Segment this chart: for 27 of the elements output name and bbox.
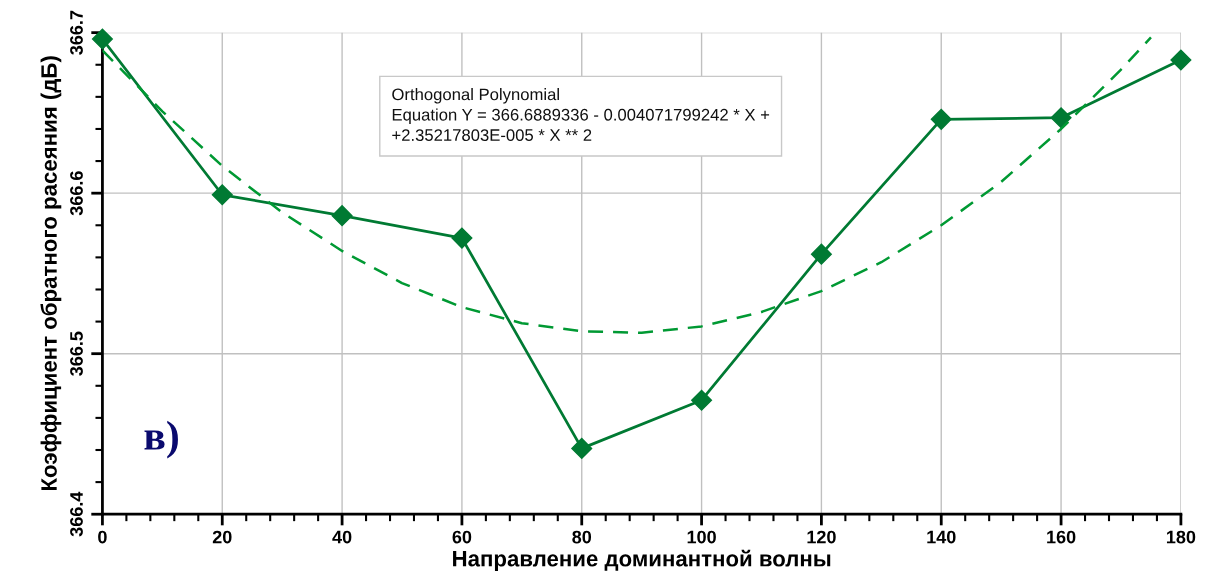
point [571, 437, 593, 459]
point [331, 205, 353, 227]
y-tick-label: 366.7 [70, 10, 83, 55]
x-tick-label: 80 [572, 530, 592, 544]
x-tick-label: 100 [687, 530, 716, 544]
x-tick-label: 60 [452, 530, 472, 544]
x-tick-label: 180 [1166, 530, 1196, 544]
x-tick-label: 120 [807, 530, 836, 544]
point [211, 184, 233, 206]
x-tick-label: 140 [927, 530, 956, 544]
point [810, 243, 832, 265]
point [930, 108, 952, 130]
point [691, 389, 713, 411]
annotation: Orthogonal Polynomial Equation Y = 366.6889336 - 0.004071799242 * X + +2.35217803E-005 * X ** 2 [392, 88, 770, 141]
y-tick-label: 366.5 [70, 331, 83, 376]
point [1170, 49, 1192, 71]
annotation: в) [144, 420, 178, 459]
x-tick-label: 0 [98, 530, 107, 544]
y-axis-title: Коэффициент обратного расеяния (дБ) [40, 56, 62, 491]
y-tick-label: 366.6 [70, 171, 83, 216]
x-tick-label: 160 [1047, 530, 1076, 544]
y-tick-label: 366.4 [70, 491, 83, 537]
x-axis-title: Направление доминантной волны [453, 549, 831, 571]
x-tick-label: 20 [212, 530, 232, 544]
point [1050, 107, 1072, 129]
point [451, 227, 473, 249]
x-tick-label: 40 [332, 530, 352, 544]
